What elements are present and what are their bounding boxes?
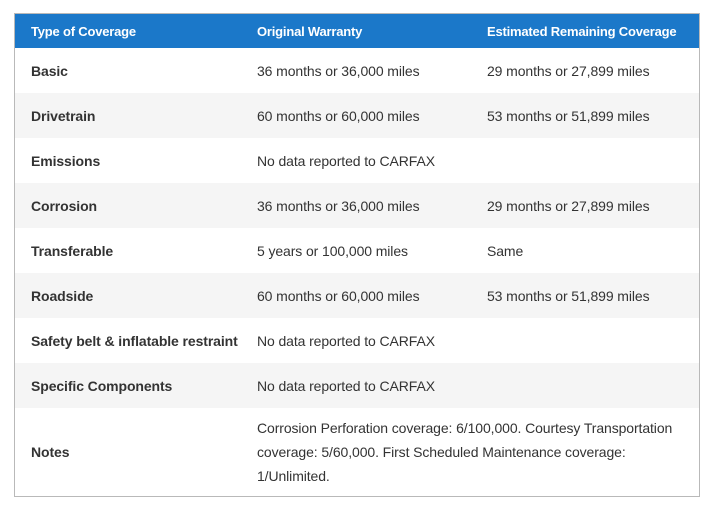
remaining-coverage-cell bbox=[471, 138, 699, 183]
original-warranty-cell: 36 months or 36,000 miles bbox=[257, 62, 420, 79]
table-row: Safety belt & inflatable restraint No dat… bbox=[15, 318, 699, 363]
table-row: Basic 36 months or 36,000 miles 29 months … bbox=[15, 48, 699, 93]
remaining-coverage-cell: 29 months or 27,899 miles bbox=[487, 197, 650, 214]
table-row: Notes Corrosion Perforation coverage: 6/1… bbox=[15, 408, 699, 496]
remaining-coverage-cell: Same bbox=[487, 242, 524, 259]
warranty-coverage-table-container: Type of Coverage Original Warranty Estim… bbox=[14, 13, 700, 497]
table-row: Specific Components No data reported to C… bbox=[15, 363, 699, 408]
table-row: Drivetrain 60 months or 60,000 miles 53 mo… bbox=[15, 93, 699, 138]
original-warranty-cell: 36 months or 36,000 miles bbox=[257, 197, 420, 214]
coverage-table-body: Basic 36 months or 36,000 miles 29 months … bbox=[15, 48, 699, 496]
coverage-type-cell: Roadside bbox=[31, 287, 94, 304]
table-header-row: Type of Coverage Original Warranty Estim… bbox=[15, 14, 699, 48]
table-row: Transferable 5 years or 100,000 miles Same bbox=[15, 228, 699, 273]
original-warranty-cell: No data reported to CARFAX bbox=[257, 332, 435, 349]
remaining-coverage-cell: 29 months or 27,899 miles bbox=[487, 62, 650, 79]
coverage-type-cell: Specific Components bbox=[31, 377, 173, 394]
coverage-type-cell: Emissions bbox=[31, 152, 101, 169]
table-row: Corrosion 36 months or 36,000 miles 29 mon… bbox=[15, 183, 699, 228]
column-header-original-warranty: Original Warranty bbox=[241, 14, 471, 48]
coverage-type-cell: Notes bbox=[31, 444, 70, 460]
coverage-type-cell: Safety belt & inflatable restraint bbox=[31, 332, 238, 349]
original-warranty-cell: No data reported to CARFAX bbox=[257, 152, 435, 169]
remaining-coverage-cell: 53 months or 51,899 miles bbox=[487, 287, 650, 304]
original-warranty-cell: 60 months or 60,000 miles bbox=[257, 287, 420, 304]
coverage-type-cell: Corrosion bbox=[31, 197, 97, 214]
remaining-coverage-cell bbox=[471, 318, 699, 363]
original-warranty-cell: No data reported to CARFAX bbox=[257, 377, 435, 394]
table-row: Roadside 60 months or 60,000 miles 53 mont… bbox=[15, 273, 699, 318]
coverage-type-cell: Drivetrain bbox=[31, 107, 96, 124]
coverage-type-cell: Transferable bbox=[31, 242, 114, 259]
column-header-type-of-coverage: Type of Coverage bbox=[15, 14, 241, 48]
table-row: Emissions No data reported to CARFAX bbox=[15, 138, 699, 183]
original-warranty-cell: 60 months or 60,000 miles bbox=[257, 107, 420, 124]
remaining-coverage-cell bbox=[471, 363, 699, 408]
column-header-estimated-remaining-coverage: Estimated Remaining Coverage bbox=[471, 14, 699, 48]
warranty-coverage-table: Type of Coverage Original Warranty Estim… bbox=[15, 14, 699, 496]
coverage-type-cell: Basic bbox=[31, 62, 68, 79]
original-warranty-cell: Corrosion Perforation coverage: 6/100,00… bbox=[257, 420, 673, 484]
original-warranty-cell: 5 years or 100,000 miles bbox=[257, 242, 408, 259]
remaining-coverage-cell: 53 months or 51,899 miles bbox=[487, 107, 650, 124]
